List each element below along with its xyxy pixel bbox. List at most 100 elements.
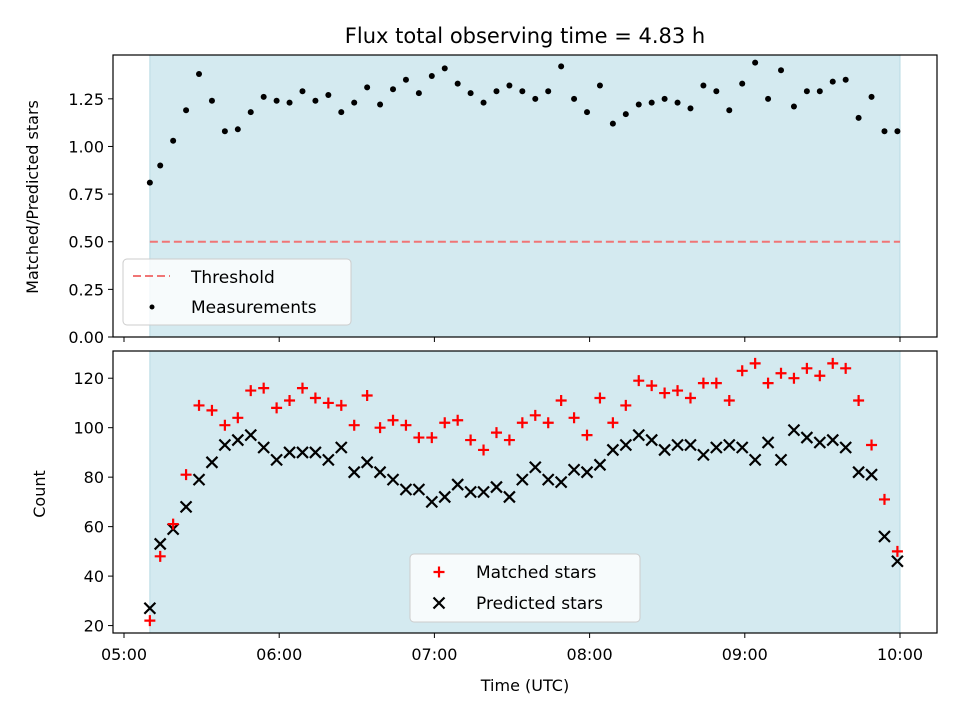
measurement-point	[752, 59, 759, 66]
measurement-point	[855, 114, 862, 121]
matched-stars-point	[516, 417, 528, 429]
measurement-point	[493, 88, 500, 95]
matched-stars-point	[348, 419, 360, 431]
bottom-ytick-label: 100	[73, 419, 104, 438]
predicted-stars-point	[593, 458, 607, 472]
measurement-point	[571, 95, 578, 102]
bottom-ytick-label: 40	[84, 567, 104, 586]
bottom-ytick-label: 20	[84, 617, 104, 636]
matched-stars-point	[154, 550, 166, 562]
predicted-stars-point	[826, 433, 840, 447]
matched-stars-point	[659, 387, 671, 399]
measurement-point	[428, 72, 435, 79]
measurement-point	[519, 88, 526, 95]
matched-stars-point	[374, 422, 386, 434]
measurement-point	[183, 107, 190, 114]
matched-stars-point	[167, 518, 179, 530]
predicted-stars-point	[490, 480, 503, 494]
matched-stars-point	[387, 414, 399, 426]
bottom-ytick-label: 60	[84, 518, 104, 537]
legend-matched-label: Matched stars	[476, 563, 596, 583]
top-ytick-label: 0.75	[68, 185, 104, 204]
measurement-point	[260, 93, 267, 100]
top-ytick-label: 1.00	[68, 137, 104, 156]
measurement-point	[454, 80, 461, 87]
top-legend-box	[122, 258, 352, 326]
matched-stars-point	[684, 392, 696, 404]
measurement-point	[868, 93, 875, 100]
matched-stars-point	[840, 362, 852, 374]
measurement-point	[312, 97, 319, 104]
bottom-xtick-label: 07:00	[411, 645, 457, 664]
matched-stars-point	[144, 615, 156, 627]
predicted-stars-point	[516, 473, 529, 486]
predicted-stars-point	[632, 428, 646, 442]
figure-title: Flux total observing time = 4.83 h	[345, 24, 705, 48]
legend-predicted-label: Predicted stars	[476, 594, 603, 614]
matched-stars-point	[801, 362, 813, 374]
predicted-stars-point	[645, 433, 658, 447]
matched-stars-point	[853, 394, 865, 406]
measurement-point	[532, 95, 539, 102]
predicted-stars-point	[296, 446, 309, 459]
top-ytick-label: 0.00	[68, 328, 104, 347]
measurement-point	[273, 97, 280, 104]
matched-stars-point	[891, 545, 903, 557]
predicted-stars-point	[839, 441, 852, 454]
bottom-xtick-label: 09:00	[722, 645, 768, 664]
measurement-point	[700, 82, 707, 89]
measurement-point	[286, 99, 293, 106]
measurement-point	[713, 88, 720, 95]
predicted-stars-point	[658, 443, 671, 457]
measurement-point	[622, 111, 629, 118]
top-ytick-label: 0.25	[68, 280, 104, 299]
predicted-stars-point	[619, 438, 633, 452]
predicted-stars-point	[735, 441, 749, 454]
predicted-stars-point	[386, 473, 400, 486]
matched-stars-point	[309, 392, 321, 404]
bottom-legend-box	[409, 553, 641, 623]
matched-stars-point	[827, 357, 839, 369]
top-ytick-label: 1.25	[68, 90, 104, 109]
predicted-stars-point	[373, 465, 387, 479]
matched-stars-point	[775, 367, 787, 379]
predicted-stars-point	[554, 475, 568, 489]
predicted-stars-point	[774, 453, 788, 467]
matched-stars-point	[697, 377, 709, 389]
matched-stars-point	[271, 402, 283, 414]
bottom-ylabel: Count	[30, 470, 49, 518]
measurement-point	[506, 82, 513, 89]
measurement-point	[829, 78, 836, 85]
matched-stars-point	[529, 409, 541, 421]
predicted-stars-point	[425, 495, 439, 509]
measurement-point	[325, 92, 332, 99]
predicted-stars-point	[684, 438, 697, 452]
measurement-point	[351, 99, 358, 106]
matched-stars-point	[478, 444, 490, 456]
measurement-point	[584, 109, 591, 116]
measurement-point	[803, 88, 810, 95]
matched-stars-point	[193, 399, 205, 411]
matched-stars-point	[646, 380, 658, 392]
matched-stars-point	[335, 399, 347, 411]
measurement-point	[480, 99, 487, 106]
matched-stars-point	[439, 417, 451, 429]
measurement-point	[221, 128, 228, 135]
bottom-panel: 20 40 60 80 100 120 05:00 06:00 07:00 08:00 09:00 1…	[73, 350, 938, 664]
measurement-point	[726, 107, 733, 114]
predicted-stars-point	[865, 468, 878, 481]
predicted-stars-point	[153, 537, 167, 551]
measurement-point	[402, 76, 409, 83]
predicted-stars-point	[335, 441, 348, 454]
predicted-stars-point	[270, 453, 283, 467]
predicted-stars-point	[244, 428, 258, 442]
legend-predicted-swatch	[432, 596, 446, 610]
matched-stars-point	[723, 394, 735, 406]
matched-stars-point	[607, 417, 619, 429]
predicted-stars-point	[257, 441, 270, 454]
measurement-point	[441, 65, 448, 72]
matched-stars-point	[620, 399, 632, 411]
matched-stars-point	[736, 365, 748, 377]
measurement-point	[648, 99, 655, 106]
matched-stars-point	[413, 432, 425, 444]
